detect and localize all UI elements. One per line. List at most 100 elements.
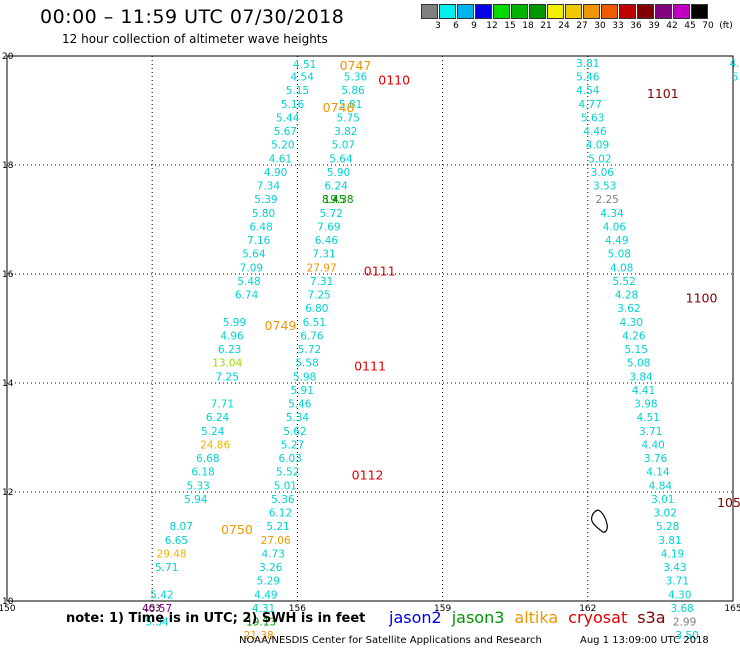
satellite-altika: altika: [514, 608, 559, 627]
lon-tick-label: 153: [144, 604, 161, 614]
swh-value: 5.08: [627, 358, 650, 370]
swh-value: 4.61: [269, 153, 292, 165]
swh-value: 5.64: [242, 249, 266, 261]
swh-value: 3.02: [654, 508, 677, 520]
legend-label: 9: [471, 21, 477, 31]
swh-value: 4.54: [291, 72, 315, 84]
swh-value: 4.77: [579, 99, 602, 111]
pass-time-label: 0750: [221, 522, 253, 537]
pass-time-label: 0110: [378, 73, 410, 88]
footer-timestamp: Aug 1 13:09:00 UTC 2018: [580, 635, 709, 646]
pass-time-label: 0112: [352, 468, 384, 483]
pass-time-label: 0111: [364, 263, 396, 278]
swh-value: 4.73: [262, 548, 285, 560]
swh-value: 4.96: [220, 330, 244, 342]
swh-value: 6.12: [269, 508, 292, 520]
swh-value: 3.43: [663, 562, 686, 574]
swh-value: 5.80: [252, 208, 275, 220]
swh-value: 5.46: [576, 72, 600, 84]
swh-value: 3.71: [666, 576, 689, 588]
lat-tick-label: 12: [2, 488, 13, 498]
swh-value: 3.01: [651, 494, 674, 506]
swh-value: 4.26: [622, 330, 646, 342]
swh-value: 3.62: [617, 303, 640, 315]
legend-label: 15: [504, 21, 516, 31]
pass-time-label: 0111: [354, 359, 386, 374]
swh-value: 5.52: [276, 467, 299, 479]
swh-value: 7.09: [240, 262, 263, 274]
swh-value: 5.62: [283, 426, 306, 438]
lat-tick-label: 10: [2, 597, 14, 607]
swh-value: 8.45: [322, 194, 345, 206]
swh-value: 5.72: [298, 344, 321, 356]
footer-organization: NOAA/NESDIS Center for Satellite Applica…: [239, 635, 542, 646]
swh-value: 5.90: [327, 167, 350, 179]
swh-value: 7.16: [247, 235, 271, 247]
swh-value: 4.7: [729, 58, 740, 70]
swh-value: 5.15: [286, 85, 309, 97]
swh-value: 4.46: [583, 126, 607, 138]
map-frame: [6, 55, 734, 602]
swh-value: 5.15: [625, 344, 648, 356]
pass-time-label: 0748: [323, 100, 355, 115]
color-legend: 3 6 9 12 15 18 21 24 27 30 33 36 39 42 45 70 (ft): [421, 4, 733, 33]
legend-swatch: [421, 4, 438, 19]
swh-value: 6.46: [315, 235, 339, 247]
swh-value: 5.01: [274, 480, 297, 492]
swh-value: 4.84: [649, 480, 673, 492]
swh-value: 5.99: [223, 317, 246, 329]
legend-label: 70: [702, 21, 714, 31]
swh-value: 5.02: [588, 153, 611, 165]
swh-value: 3.81: [658, 535, 681, 547]
swh-value: 19.13: [246, 617, 276, 629]
swh-value: 5.36: [344, 72, 368, 84]
swh-value: 4.51: [637, 412, 660, 424]
swh-value: 5.07: [332, 140, 355, 152]
swh-value: 5.16: [281, 99, 305, 111]
lon-tick-label: 150: [0, 604, 16, 614]
swh-value: 5.98: [293, 371, 316, 383]
legend-swatch: [511, 4, 528, 19]
swh-value: 7.25: [216, 371, 239, 383]
swh-value: 7.31: [312, 249, 335, 261]
swh-value: 5.48: [237, 276, 260, 288]
map-grid: [7, 56, 733, 601]
swh-value: 7.71: [211, 399, 234, 411]
swh-value: 5.81: [339, 99, 362, 111]
swh-value: 5.58: [295, 358, 318, 370]
legend-swatch: [655, 4, 672, 19]
swh-value: 4.19: [661, 548, 684, 560]
swh-value: 5.34: [145, 617, 169, 629]
swh-value: 19.38: [324, 194, 354, 206]
swh-value: 5.63: [581, 112, 604, 124]
legend-swatch: [565, 4, 582, 19]
legend-label: 36: [630, 21, 642, 31]
legend-label: 30: [594, 21, 606, 31]
swh-value: 13.04: [212, 358, 242, 370]
satellite-jason2: jason2: [389, 608, 442, 627]
swh-value: 3.71: [639, 426, 662, 438]
swh-value: 4.06: [603, 221, 627, 233]
swh-value: 7.69: [317, 221, 340, 233]
swh-value: 3.68: [670, 603, 693, 615]
swh-value: 5.28: [656, 521, 679, 533]
swh-value: 7.31: [310, 276, 333, 288]
swh-value: 3.76: [644, 453, 668, 465]
swh-value: 5.75: [337, 112, 360, 124]
swh-value: 4.14: [646, 467, 670, 479]
satellite-legend: jason2 jason3 altika cryosat s3a: [389, 608, 676, 627]
legend-swatch: [547, 4, 564, 19]
swh-value: 5.42: [150, 589, 173, 601]
swh-value: 3.53: [593, 181, 616, 193]
swh-value: 40.57: [142, 603, 172, 615]
swh-value: 3.50: [675, 630, 698, 642]
swh-value: 5.1: [732, 72, 740, 84]
swh-value: 5.29: [257, 576, 280, 588]
swh-value: 6.80: [305, 303, 328, 315]
swh-value: 4.40: [641, 439, 664, 451]
satellite-s3a: s3a: [637, 608, 666, 627]
swh-value: 4.31: [252, 603, 275, 615]
swh-value: 5.36: [271, 494, 295, 506]
swh-value: 4.09: [586, 140, 609, 152]
swh-tracks: 4.514.545.155.165.445.675.204.614.905.36…: [142, 58, 740, 642]
